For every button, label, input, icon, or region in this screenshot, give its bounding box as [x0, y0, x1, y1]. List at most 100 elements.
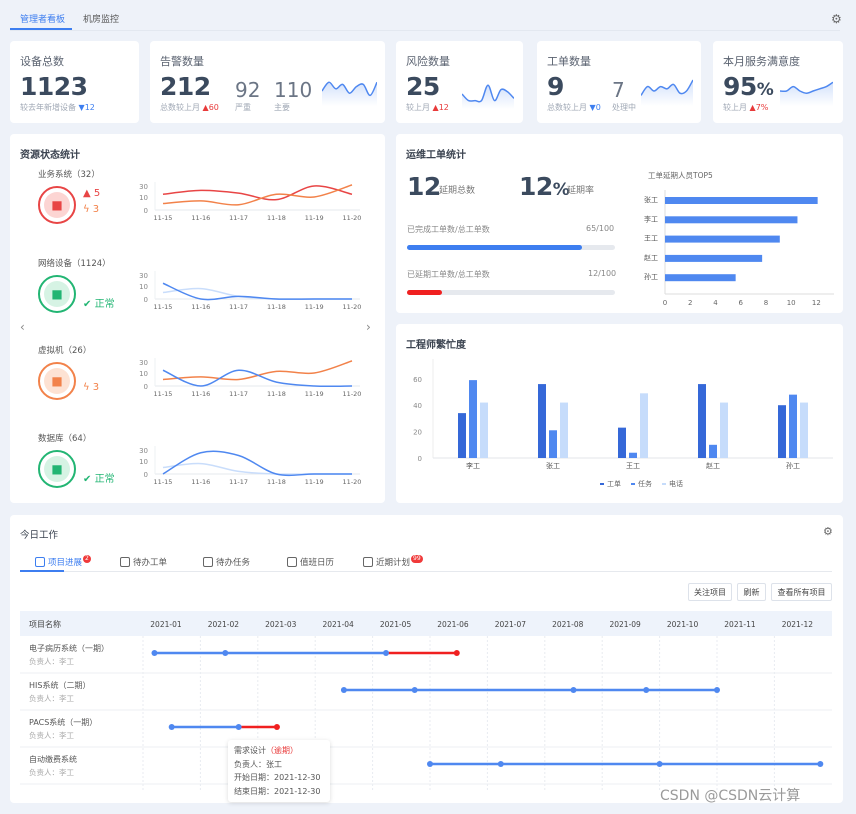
kpi-value-number: 95: [723, 72, 757, 101]
milestone-dot[interactable]: [817, 761, 824, 767]
work-tab[interactable]: 值班日历: [287, 556, 334, 568]
kpi-delta: 7%: [755, 103, 769, 112]
alerts-sparkline: [322, 81, 377, 106]
today-work-panel: 今日工作 ⚙: [10, 515, 843, 803]
carousel-prev-arrow-icon[interactable]: ‹: [20, 320, 25, 334]
resource-ring: ■: [38, 186, 76, 224]
sparkline-area: [462, 85, 514, 109]
y-tick-label: 10: [139, 458, 148, 466]
y-tick-label: 0: [418, 455, 422, 463]
sparkline-line: [780, 81, 833, 94]
y-tick-label: 李工: [644, 214, 658, 223]
delayed-total-value: 12: [407, 172, 441, 201]
milestone-dot[interactable]: [411, 687, 418, 693]
sparkline-area: [322, 82, 377, 106]
y-tick-label: 0: [144, 296, 148, 304]
bar: [618, 427, 626, 458]
bolt-icon: ϟ: [83, 382, 90, 393]
panel-title: 今日工作: [20, 530, 59, 541]
bar: [665, 274, 736, 282]
milestone-dot[interactable]: [427, 761, 433, 767]
tab-icon: [363, 557, 373, 567]
tab-icon: [120, 557, 130, 567]
milestone-dot[interactable]: [273, 724, 280, 730]
delay-rate-unit: %: [552, 180, 570, 200]
month-header: 2021-11: [724, 620, 756, 629]
kpi-satisfaction-card: 本月服务满意度 95% 较上月 ▲7%: [713, 41, 843, 123]
y-tick-label: 赵工: [644, 253, 658, 262]
month-header: 2021-10: [667, 620, 699, 629]
x-tick-label: 0: [663, 299, 667, 307]
settings-gear-icon[interactable]: ⚙: [831, 12, 842, 26]
project-gantt-table: 项目名称 2021-01 2021-02 2021-03 2021-04 2021-05 2…: [20, 611, 832, 791]
series-line: [162, 360, 353, 381]
milestone-dot[interactable]: [222, 650, 229, 656]
tab-badge: 99: [411, 555, 423, 563]
month-header: 2021-12: [782, 620, 814, 629]
y-tick-label: 30: [139, 183, 148, 191]
y-tick-label: 0: [144, 383, 148, 391]
bar: [778, 405, 786, 458]
x-tick-label: 11-15: [154, 478, 173, 485]
kpi-devices-card: 设备总数 1123 较去年新增设备 ▼12: [10, 41, 139, 123]
milestone-dot[interactable]: [168, 724, 175, 730]
tab-machine-room[interactable]: 机房监控: [83, 15, 120, 25]
tab-manager-board[interactable]: 管理者看板: [20, 15, 66, 25]
kpi-severe-label: 严重: [235, 103, 251, 112]
x-tick-label: 11-16: [191, 214, 210, 221]
y-tick-label: 30: [139, 447, 148, 455]
bar: [665, 254, 763, 262]
milestone-dot[interactable]: [235, 724, 242, 730]
legend-swatch: [662, 483, 666, 485]
series-line: [162, 369, 353, 388]
panel-title: 资源状态统计: [20, 150, 80, 161]
work-tab[interactable]: 项目进展 2: [35, 555, 91, 568]
work-tab-label: 项目进展: [48, 558, 83, 568]
bar: [698, 384, 706, 458]
milestone-dot[interactable]: [714, 687, 720, 693]
panel-settings-gear-icon[interactable]: ⚙: [823, 525, 833, 538]
y-tick-label: 孙工: [644, 272, 658, 281]
milestone-dot[interactable]: [151, 650, 158, 656]
x-tick-label: 11-18: [267, 478, 286, 485]
carousel-next-arrow-icon[interactable]: ›: [366, 320, 371, 334]
gantt-tooltip: 需求设计（逾期） 负责人：张工 开始日期：2021-12-30 结束日期：202…: [228, 740, 330, 802]
kpi-title: 工单数量: [547, 55, 591, 68]
milestone-dot[interactable]: [643, 687, 650, 693]
work-tab[interactable]: 待办工单: [120, 556, 167, 568]
bar: [480, 402, 488, 458]
month-header: 2021-02: [208, 620, 240, 629]
month-header: 2021-06: [437, 620, 469, 629]
follow-project-button[interactable]: 关注项目: [688, 583, 732, 601]
x-tick-label: 11-16: [191, 303, 210, 310]
milestone-dot[interactable]: [453, 650, 460, 656]
y-tick-label: 30: [139, 272, 148, 280]
refresh-button[interactable]: 刷新: [737, 583, 766, 601]
bar: [640, 393, 648, 458]
milestone-dot[interactable]: [570, 687, 577, 693]
milestone-dot[interactable]: [382, 650, 389, 656]
work-tab[interactable]: 近期计划 99: [363, 555, 423, 568]
completed-progress-bar: [407, 245, 615, 250]
bolt-icon: ϟ: [83, 204, 90, 215]
project-owner: 负责人：李工: [29, 730, 74, 740]
legend-label: 工单: [607, 479, 621, 488]
kpi-risks-card: 风险数量 25 较上月 ▲12: [396, 41, 523, 123]
milestone-dot[interactable]: [656, 761, 663, 767]
work-tab[interactable]: 待办任务: [203, 556, 250, 568]
y-tick-label: 30: [139, 359, 148, 367]
resource-stat-value: 3: [92, 382, 100, 393]
month-header: 2021-01: [150, 620, 182, 629]
tab-icon: [203, 557, 213, 567]
kpi-title: 设备总数: [20, 55, 64, 68]
x-tick-label: 11-20: [343, 303, 362, 310]
month-header: 2021-05: [380, 620, 412, 629]
x-tick-label: 孙工: [786, 461, 800, 470]
milestone-dot[interactable]: [340, 687, 347, 693]
resource-label: 网络设备（1124）: [38, 259, 111, 269]
delayed-total-label: 延期总数: [439, 186, 476, 196]
view-all-projects-button[interactable]: 查看所有项目: [771, 583, 832, 601]
router-icon: ■: [44, 281, 70, 307]
milestone-dot[interactable]: [497, 761, 504, 767]
y-tick-label: 0: [144, 471, 148, 479]
